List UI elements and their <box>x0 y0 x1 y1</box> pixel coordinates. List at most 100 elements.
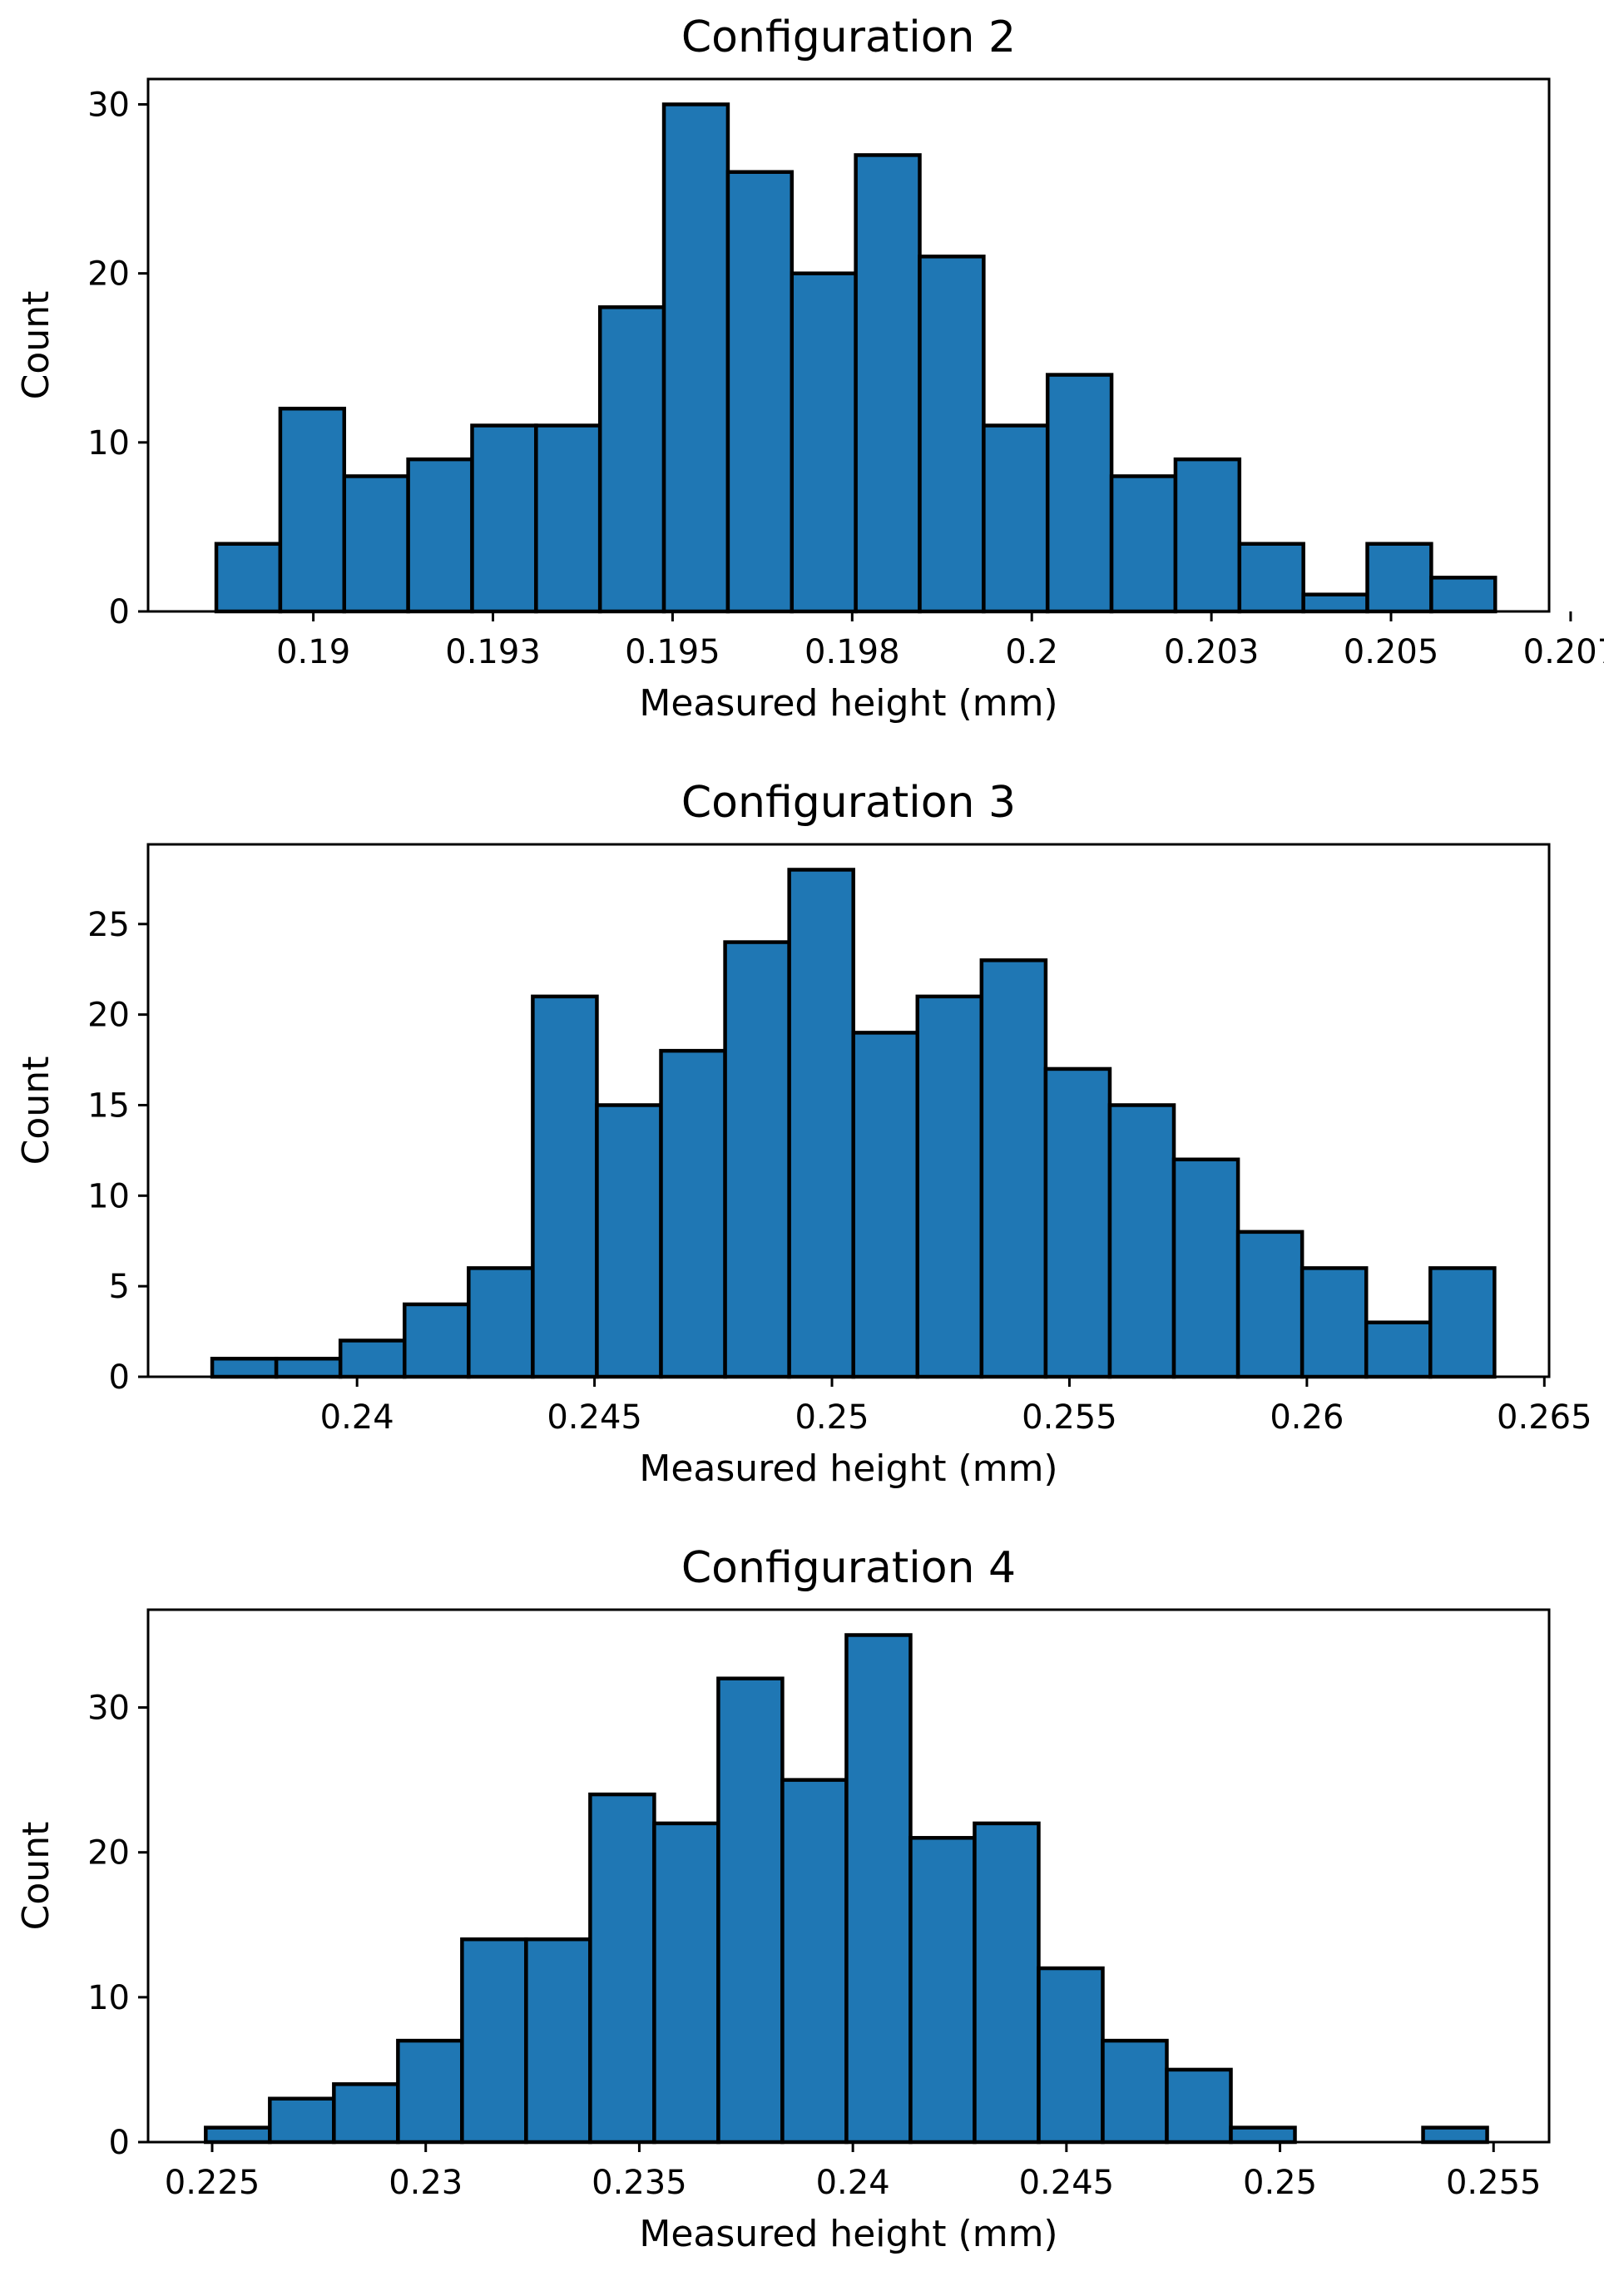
histogram-bar <box>1364 1320 1433 1379</box>
x-tick-label: 0.255 <box>1022 1398 1117 1437</box>
histogram-bar <box>979 958 1048 1379</box>
histogram-bar <box>725 170 795 614</box>
y-tick-label: 5 <box>109 1268 130 1306</box>
histogram-bar <box>1235 1230 1304 1379</box>
axes-frame <box>146 77 1551 613</box>
histogram-bar <box>210 1356 279 1379</box>
histogram-bar <box>844 1633 913 2145</box>
histogram-bar <box>1428 1266 1497 1379</box>
histogram-bar <box>652 1821 720 2145</box>
y-tick-label: 15 <box>87 1086 130 1125</box>
histogram-bar <box>918 255 986 614</box>
histogram-bar <box>723 940 791 1379</box>
histogram-bar <box>1045 373 1114 614</box>
x-tick-label: 0.19 <box>276 633 350 671</box>
histogram-bar <box>787 868 855 1379</box>
y-tick-label: 30 <box>87 86 130 124</box>
histogram-bar <box>274 1356 343 1379</box>
histogram-bar <box>268 2096 336 2145</box>
y-axis-label: Count <box>15 1056 57 1165</box>
histogram-bar <box>470 423 538 614</box>
histogram-1: 0.19 0.193 0.195 0.198 0.2 0.203 0.205 0.207 0 10… <box>15 12 1604 725</box>
histogram-bar <box>1109 474 1178 614</box>
y-tick-label: 10 <box>87 424 130 463</box>
histogram-bar <box>531 994 599 1379</box>
y-tick-label: 0 <box>109 593 130 631</box>
y-tick-label: 0 <box>109 2124 130 2162</box>
histogram-bar <box>1107 1103 1176 1379</box>
histogram-bar <box>908 1836 977 2145</box>
chart-panel-2: 0.24 0.245 0.25 0.255 0.26 0.265 0 5 10 15 20 25 Con… <box>0 765 1604 1531</box>
histogram-bar <box>342 474 410 614</box>
x-tick-label: 0.255 <box>1446 2164 1542 2202</box>
histogram-bar <box>661 102 730 614</box>
x-tick-label: 0.25 <box>795 1398 869 1437</box>
x-tick-label: 0.245 <box>547 1398 642 1437</box>
x-tick-label: 0.23 <box>389 2164 463 2202</box>
x-tick-label: 0.203 <box>1164 633 1260 671</box>
histogram-bar <box>524 1937 592 2145</box>
y-tick-label: 20 <box>87 1834 130 1873</box>
chart-title: Configuration 4 <box>681 1543 1016 1593</box>
histogram-bar <box>973 1821 1041 2145</box>
y-tick-label: 25 <box>87 906 130 944</box>
histogram-bar <box>716 1676 785 2145</box>
histogram-bar <box>332 2082 400 2145</box>
histogram-bar <box>1429 576 1498 614</box>
histogram-bar <box>854 153 922 614</box>
histogram-bar <box>790 271 858 614</box>
y-tick-label: 10 <box>87 1979 130 2017</box>
y-tick-label: 30 <box>87 1690 130 1728</box>
y-tick-label: 0 <box>109 1358 130 1397</box>
histogram-bar <box>915 994 984 1379</box>
histogram-bar <box>982 423 1050 614</box>
histogram-bar <box>1237 542 1305 614</box>
histogram-bar <box>460 1937 528 2145</box>
histogram-bar <box>204 2125 272 2145</box>
y-tick-label: 10 <box>87 1177 130 1215</box>
histogram-bar <box>406 457 474 614</box>
x-axis-label: Measured height (mm) <box>639 1447 1057 1490</box>
histogram-bar <box>534 423 602 614</box>
x-tick-label: 0.24 <box>816 2164 890 2202</box>
axes-frame <box>146 843 1551 1378</box>
histogram-3: 0.225 0.23 0.235 0.24 0.245 0.25 0.255 0 10 20 30 C… <box>15 1543 1551 2255</box>
x-tick-label: 0.193 <box>445 633 541 671</box>
axes-frame <box>146 1608 1551 2144</box>
x-axis-label: Measured height (mm) <box>639 2213 1057 2255</box>
histogram-bar <box>1037 1966 1105 2145</box>
x-tick-label: 0.207 <box>1523 633 1604 671</box>
histogram-bar <box>1171 1157 1240 1379</box>
histogram-bar <box>1365 542 1433 614</box>
histogram-bar <box>1043 1066 1112 1379</box>
x-tick-label: 0.2 <box>1005 633 1058 671</box>
histogram-bar <box>1173 457 1242 614</box>
histogram-bar <box>214 542 283 614</box>
y-tick-label: 20 <box>87 255 130 294</box>
chart-panel-3: 0.225 0.23 0.235 0.24 0.245 0.25 0.255 0 10 20 30 C… <box>0 1531 1604 2296</box>
histogram-bar <box>278 406 347 614</box>
histogram-bar <box>1421 2125 1489 2145</box>
histogram-bar <box>588 1792 656 2145</box>
x-tick-label: 0.195 <box>625 633 720 671</box>
x-axis-label: Measured height (mm) <box>639 682 1057 725</box>
histogram-bar <box>780 1778 849 2145</box>
x-tick-label: 0.198 <box>804 633 900 671</box>
x-tick-label: 0.25 <box>1243 2164 1317 2202</box>
histogram-bar <box>1229 2125 1297 2145</box>
histogram-bar <box>1300 1266 1369 1379</box>
chart-title: Configuration 2 <box>681 12 1016 62</box>
y-tick-label: 20 <box>87 997 130 1035</box>
y-axis-label: Count <box>15 291 57 400</box>
x-tick-label: 0.205 <box>1344 633 1439 671</box>
x-tick-label: 0.26 <box>1270 1398 1344 1437</box>
histogram-2: 0.24 0.245 0.25 0.255 0.26 0.265 0 5 10 15 20 25 Con… <box>15 778 1592 1490</box>
y-axis-label: Count <box>15 1822 57 1931</box>
chart-title: Configuration 3 <box>681 778 1016 828</box>
x-tick-label: 0.225 <box>165 2164 260 2202</box>
histogram-bar <box>1165 2067 1233 2145</box>
histogram-bar <box>851 1031 920 1379</box>
x-tick-label: 0.265 <box>1497 1398 1592 1437</box>
histogram-bar <box>1301 592 1369 614</box>
histogram-bar <box>597 305 666 614</box>
